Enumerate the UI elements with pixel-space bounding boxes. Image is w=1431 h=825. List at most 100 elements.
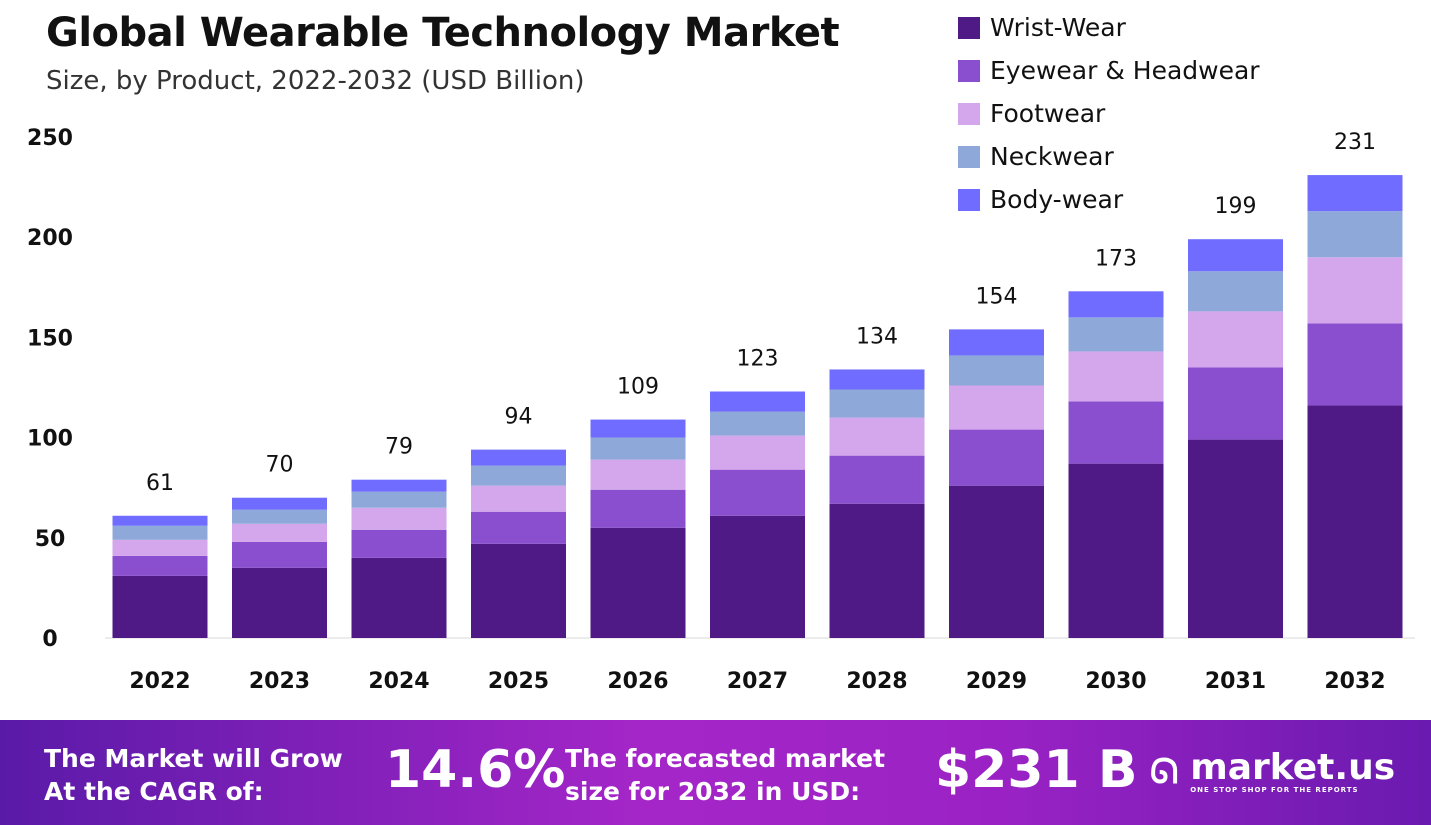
market-us-logo: ᘏ market.us ONE STOP SHOP FOR THE REPORTS xyxy=(1150,747,1396,795)
cagr-label-line2: At the CAGR of: xyxy=(44,777,264,806)
bar-segment-footwear xyxy=(590,459,686,490)
bar-segment-footwear xyxy=(710,435,805,470)
y-tick-label: 200 xyxy=(27,226,73,251)
bar-segment-wrist-wear xyxy=(1068,463,1164,638)
x-tick-label: 2027 xyxy=(727,669,788,694)
x-tick-label: 2025 xyxy=(488,669,549,694)
x-tick-label: 2029 xyxy=(966,669,1027,694)
legend-item-body-wear: Body-wear xyxy=(958,178,1260,221)
bar-segment-neckwear xyxy=(590,437,686,460)
legend-item-neckwear: Neckwear xyxy=(958,135,1260,178)
legend-item-eyewear: Eyewear & Headwear xyxy=(958,49,1260,92)
data-label-total: 109 xyxy=(617,375,659,400)
bar-segment-eyewear-headwear xyxy=(1068,401,1164,464)
data-label-total: 123 xyxy=(737,347,779,372)
bar-segment-footwear xyxy=(1068,351,1164,402)
bar-segment-body-wear xyxy=(710,391,805,412)
bar-segment-footwear xyxy=(1188,311,1283,368)
bar-segment-body-wear xyxy=(351,479,447,492)
logo-tagline: ONE STOP SHOP FOR THE REPORTS xyxy=(1190,786,1359,794)
data-label-total: 94 xyxy=(505,405,533,430)
bar-segment-eyewear-headwear xyxy=(112,555,208,576)
legend-swatch xyxy=(958,59,980,82)
bar-segment-eyewear-headwear xyxy=(232,541,327,568)
summary-banner: The Market will Grow At the CAGR of: 14.6… xyxy=(0,720,1431,825)
bar-segment-eyewear-headwear xyxy=(590,489,686,528)
legend-swatch xyxy=(958,188,980,211)
x-tick-label: 2024 xyxy=(368,669,429,694)
legend: Wrist-Wear Eyewear & Headwear Footwear N… xyxy=(958,6,1260,221)
legend-label: Footwear xyxy=(990,99,1106,128)
data-label-total: 79 xyxy=(385,435,413,460)
chart-subtitle: Size, by Product, 2022-2032 (USD Billion… xyxy=(46,66,585,96)
legend-swatch xyxy=(958,102,980,125)
cagr-label: The Market will Grow At the CAGR of: xyxy=(44,742,343,808)
bar-segment-neckwear xyxy=(1068,317,1164,352)
bar-segment-footwear xyxy=(232,523,327,542)
x-tick-label: 2030 xyxy=(1085,669,1146,694)
bar-segment-wrist-wear xyxy=(351,557,447,638)
bar-segment-neckwear xyxy=(351,491,447,508)
legend-swatch xyxy=(958,16,980,39)
bar-segment-eyewear-headwear xyxy=(471,511,566,544)
bar-segment-neckwear xyxy=(949,355,1044,386)
legend-swatch xyxy=(958,145,980,168)
bar-segment-body-wear xyxy=(112,515,208,526)
bar-segment-eyewear-headwear xyxy=(710,469,805,516)
data-label-total: 70 xyxy=(266,453,294,478)
forecast-label-line1: The forecasted market xyxy=(565,744,886,773)
bar-segment-wrist-wear xyxy=(1307,405,1403,638)
forecast-label-line2: size for 2032 in USD: xyxy=(565,777,861,806)
x-tick-label: 2022 xyxy=(129,669,190,694)
cagr-value: 14.6% xyxy=(385,740,566,800)
forecast-value: $231 B xyxy=(935,740,1138,800)
bar-segment-wrist-wear xyxy=(829,503,925,638)
bar-segment-wrist-wear xyxy=(949,485,1044,638)
bar-segment-neckwear xyxy=(829,389,925,418)
bar-segment-body-wear xyxy=(1188,239,1283,272)
x-tick-label: 2031 xyxy=(1205,669,1266,694)
data-label-total: 173 xyxy=(1095,246,1137,271)
data-label-total: 231 xyxy=(1334,130,1376,155)
legend-label: Body-wear xyxy=(990,185,1124,214)
bar-segment-neckwear xyxy=(112,525,208,540)
stacked-bar-chart: 0 50 100 150 200 250 61 2022 70 2023 79 2024 94 2025 1… xyxy=(27,126,1415,694)
data-label-total: 134 xyxy=(856,324,898,349)
bar-segment-eyewear-headwear xyxy=(1188,367,1283,440)
cagr-label-line1: The Market will Grow xyxy=(44,744,343,773)
chart-title: Global Wearable Technology Market xyxy=(46,10,840,56)
x-tick-label: 2032 xyxy=(1324,669,1385,694)
data-label-total: 61 xyxy=(146,471,174,496)
legend-label: Wrist-Wear xyxy=(990,13,1126,42)
bar-segment-footwear xyxy=(351,507,447,530)
bar-segment-body-wear xyxy=(232,497,327,510)
legend-label: Eyewear & Headwear xyxy=(990,56,1260,85)
bar-segment-body-wear xyxy=(1068,291,1164,318)
bar-segment-wrist-wear xyxy=(232,567,327,638)
bar-segment-wrist-wear xyxy=(710,515,805,638)
logo-name: market.us xyxy=(1190,747,1396,788)
legend-item-footwear: Footwear xyxy=(958,92,1260,135)
bar-segment-footwear xyxy=(1307,257,1403,324)
bar-segment-neckwear xyxy=(232,509,327,524)
bar-segment-footwear xyxy=(829,417,925,456)
bar-segment-eyewear-headwear xyxy=(829,455,925,504)
bar-segment-footwear xyxy=(949,385,1044,430)
y-tick-label: 250 xyxy=(27,126,73,151)
legend-item-wrist-wear: Wrist-Wear xyxy=(958,6,1260,49)
bar-segment-eyewear-headwear xyxy=(1307,323,1403,406)
data-label-total: 199 xyxy=(1215,194,1257,219)
data-label-total: 154 xyxy=(976,284,1018,309)
bar-segment-wrist-wear xyxy=(112,575,208,638)
bar-segment-eyewear-headwear xyxy=(949,429,1044,486)
bar-segment-footwear xyxy=(471,485,566,512)
logo-icon: ᘏ xyxy=(1150,752,1179,792)
bar-segment-neckwear xyxy=(1307,211,1403,258)
forecast-label: The forecasted market size for 2032 in US… xyxy=(565,742,885,808)
bar-segment-body-wear xyxy=(1307,175,1403,212)
x-tick-label: 2023 xyxy=(249,669,310,694)
bar-segment-neckwear xyxy=(710,411,805,436)
y-tick-label: 0 xyxy=(42,627,57,652)
bar-segment-wrist-wear xyxy=(1188,439,1283,638)
legend-label: Neckwear xyxy=(990,142,1114,171)
